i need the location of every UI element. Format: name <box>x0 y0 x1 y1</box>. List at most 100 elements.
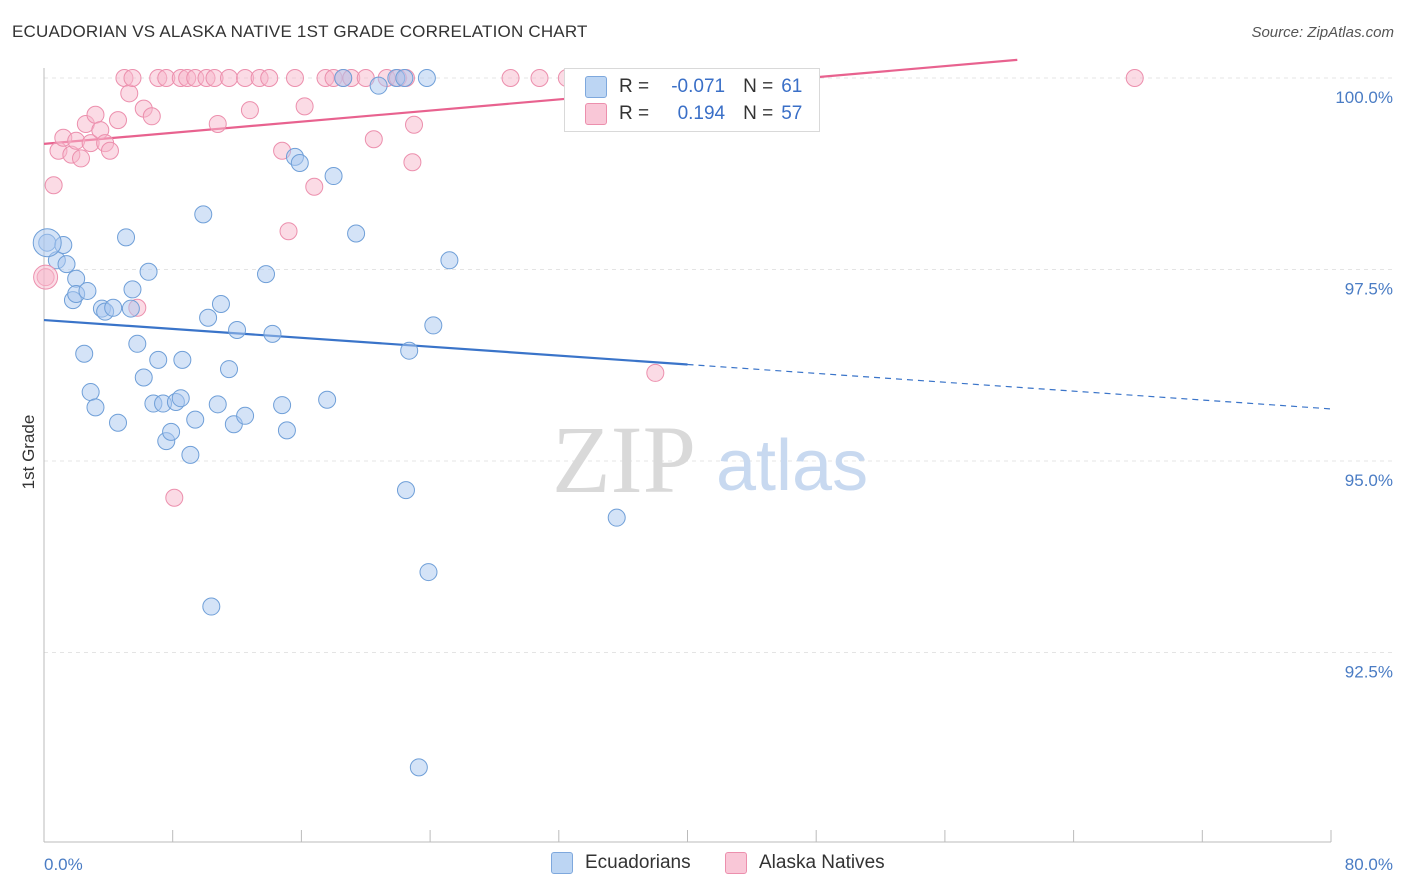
point-ecuadorians <box>32 228 62 258</box>
point-ecuadorians <box>173 350 192 369</box>
point-ecuadorians <box>117 228 136 247</box>
point-alaska-natives <box>403 153 422 172</box>
point-ecuadorians <box>409 758 428 777</box>
point-ecuadorians <box>277 421 296 440</box>
correlation-legend: R = -0.071 N = 61 R = 0.194 N = 57 <box>564 68 820 132</box>
point-alaska-natives <box>295 97 314 116</box>
point-ecuadorians <box>78 281 97 300</box>
legend-swatch-alaska-natives <box>725 852 747 874</box>
point-ecuadorians <box>369 76 388 95</box>
legend-swatch-alaska-natives <box>585 103 607 125</box>
axes <box>43 68 1332 843</box>
point-ecuadorians <box>324 167 343 186</box>
x-tick-label: 80.0% <box>1345 855 1393 874</box>
point-ecuadorians <box>400 341 419 360</box>
point-ecuadorians <box>75 344 94 363</box>
point-alaska-natives <box>240 101 259 120</box>
legend-swatch-ecuadorians <box>585 76 607 98</box>
watermark-zip: ZIP <box>552 406 696 513</box>
watermark-atlas: atlas <box>716 426 868 506</box>
tick-labels: 92.5% 95.0% 97.5% 100.0% 0.0% 80.0% <box>44 88 1393 874</box>
point-alaska-natives <box>285 69 304 87</box>
legend-label-ecuadorians: Ecuadorians <box>585 852 691 873</box>
point-ecuadorians <box>186 410 205 429</box>
y-tick-label: 97.5% <box>1345 280 1393 299</box>
point-alaska-natives <box>33 264 59 290</box>
point-ecuadorians <box>273 396 292 415</box>
point-ecuadorians <box>134 368 153 387</box>
point-ecuadorians <box>263 324 282 343</box>
point-ecuadorians <box>181 445 200 464</box>
point-ecuadorians <box>86 398 105 417</box>
legend-r-value: 0.194 <box>677 103 726 124</box>
watermark: ZIP atlas <box>552 406 868 513</box>
point-ecuadorians <box>228 321 247 340</box>
point-alaska-natives <box>208 114 227 133</box>
point-ecuadorians <box>81 383 100 402</box>
point-ecuadorians <box>396 481 415 500</box>
point-alaska-natives <box>220 69 239 87</box>
point-ecuadorians <box>208 395 227 414</box>
point-ecuadorians <box>128 334 147 353</box>
legend-r-label: R = <box>619 76 650 97</box>
point-alaska-natives <box>405 115 424 134</box>
legend-n-label: N = <box>743 76 774 97</box>
trend-lines <box>43 58 1332 410</box>
point-ecuadorians <box>57 255 76 274</box>
point-alaska-natives <box>109 111 128 130</box>
point-ecuadorians <box>440 251 459 270</box>
legend-swatch-ecuadorians <box>551 852 573 874</box>
point-ecuadorians <box>236 406 255 425</box>
point-ecuadorians <box>318 390 337 409</box>
point-alaska-natives <box>120 84 139 103</box>
point-alaska-natives <box>305 177 324 196</box>
trend-line-alaska-natives <box>43 58 1018 145</box>
point-ecuadorians <box>202 597 221 616</box>
point-ecuadorians <box>419 563 438 582</box>
point-alaska-natives <box>72 149 91 168</box>
y-tick-label: 95.0% <box>1345 471 1393 490</box>
legend-r-value: -0.071 <box>671 76 726 97</box>
point-ecuadorians <box>109 413 128 432</box>
legend-row-alaska-natives: R = 0.194 N = 57 <box>585 101 802 127</box>
point-alaska-natives <box>165 488 184 507</box>
y-tick-label: 100.0% <box>1335 88 1393 107</box>
y-tick-label: 92.5% <box>1345 663 1393 682</box>
trend-line-ecuadorians <box>43 318 688 366</box>
point-alaska-natives <box>1125 69 1144 87</box>
point-ecuadorians <box>220 360 239 379</box>
point-ecuadorians <box>257 265 276 284</box>
point-alaska-natives <box>44 176 63 195</box>
point-ecuadorians <box>607 508 626 527</box>
point-alaska-natives <box>86 105 105 124</box>
point-alaska-natives <box>364 130 383 149</box>
point-ecuadorians <box>199 308 218 327</box>
x-tick-label: 0.0% <box>44 855 83 874</box>
point-alaska-natives <box>646 363 665 382</box>
point-ecuadorians <box>121 299 140 318</box>
grid-lines <box>44 77 1394 653</box>
legend-row-ecuadorians: R = -0.071 N = 61 <box>585 74 802 100</box>
point-ecuadorians <box>334 69 353 87</box>
point-ecuadorians <box>171 389 190 408</box>
point-ecuadorians <box>123 280 142 299</box>
legend-item-alaska-natives[interactable]: Alaska Natives <box>725 852 885 874</box>
point-ecuadorians <box>162 422 181 441</box>
chart-title: ECUADORIAN VS ALASKA NATIVE 1ST GRADE CO… <box>12 22 588 41</box>
trend-line-ecuadorians-extension <box>687 363 1332 410</box>
y-axis-label: 1st Grade <box>19 415 38 490</box>
legend-n-value: 61 <box>781 76 803 97</box>
point-ecuadorians <box>417 69 436 87</box>
legend-item-ecuadorians[interactable]: Ecuadorians <box>551 852 691 874</box>
point-ecuadorians <box>104 298 123 317</box>
source-label: Source: ZipAtlas.com <box>1251 24 1394 41</box>
point-ecuadorians <box>347 224 366 243</box>
point-alaska-natives <box>123 69 142 87</box>
data-points <box>32 69 1144 777</box>
point-ecuadorians <box>424 316 443 335</box>
legend-r-label: R = <box>619 103 650 124</box>
point-ecuadorians <box>395 69 414 87</box>
point-alaska-natives <box>100 141 119 160</box>
point-alaska-natives <box>142 107 161 126</box>
